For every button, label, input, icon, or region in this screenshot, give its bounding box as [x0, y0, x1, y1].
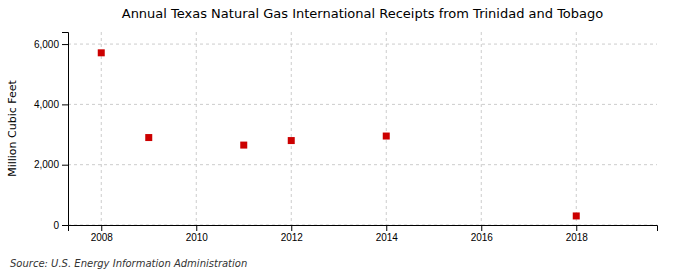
- tick-label: 2008: [91, 232, 114, 243]
- square-point: [288, 137, 295, 144]
- axis-line: [69, 226, 658, 232]
- tick-label: 2012: [281, 232, 304, 243]
- y-axis-title: Million Cubic Feet: [6, 79, 19, 176]
- plot: 2008 2010 2012 2014 2016 2018 0 2,000 4,000 6,000: [34, 32, 658, 243]
- tick: 2014: [376, 225, 399, 243]
- y-axis: 0 2,000 4,000 6,000: [34, 33, 69, 231]
- tick: 0: [53, 220, 68, 231]
- square-point: [145, 134, 152, 141]
- tick-label: 4,000: [34, 99, 59, 110]
- tick-mark: [196, 225, 197, 231]
- square-point: [573, 212, 580, 219]
- square-point: [383, 133, 390, 140]
- tick: 4,000: [34, 99, 68, 110]
- grid-line: [291, 32, 292, 225]
- grid-line: [196, 32, 197, 225]
- tick: 2010: [186, 225, 209, 243]
- grid-line: [68, 104, 657, 105]
- tick-mark: [101, 225, 102, 231]
- tick: 2016: [471, 225, 494, 243]
- title: Annual Texas Natural Gas International R…: [122, 6, 604, 21]
- tick: 2,000: [34, 159, 68, 170]
- square-point: [240, 142, 247, 149]
- tick-mark: [576, 225, 577, 231]
- tick: 2008: [91, 225, 114, 243]
- axis-line: [62, 33, 69, 226]
- tick-label: 0: [53, 220, 59, 231]
- square-point: [98, 49, 105, 56]
- source-note: Source: U.S. Energy Information Administ…: [10, 258, 247, 269]
- tick-mark: [386, 225, 387, 231]
- tick-mark: [481, 225, 482, 231]
- tick-label: 2,000: [34, 159, 59, 170]
- tick-mark: [62, 44, 68, 45]
- tick: 2018: [566, 225, 589, 243]
- grid-line: [68, 44, 657, 45]
- tick-mark: [291, 225, 292, 231]
- grid: [68, 32, 657, 225]
- grid-line: [101, 32, 102, 225]
- grid-line: [386, 32, 387, 225]
- chart: 2008 2010 2012 2014 2016 2018 0 2,000 4,000 6,000…: [0, 0, 675, 275]
- grid-line: [68, 164, 657, 165]
- points: [98, 49, 580, 219]
- tick-mark: [62, 104, 68, 105]
- tick-label: 2016: [471, 232, 494, 243]
- tick-mark: [62, 165, 68, 166]
- grid-line: [576, 32, 577, 225]
- tick-mark: [62, 225, 68, 226]
- tick: 2012: [281, 225, 304, 243]
- tick-label: 6,000: [34, 39, 59, 50]
- grid-line: [481, 32, 482, 225]
- tick-label: 2014: [376, 232, 399, 243]
- x-axis: 2008 2010 2012 2014 2016 2018: [69, 225, 658, 243]
- tick-label: 2010: [186, 232, 209, 243]
- tick-label: 2018: [566, 232, 589, 243]
- tick: 6,000: [34, 39, 68, 50]
